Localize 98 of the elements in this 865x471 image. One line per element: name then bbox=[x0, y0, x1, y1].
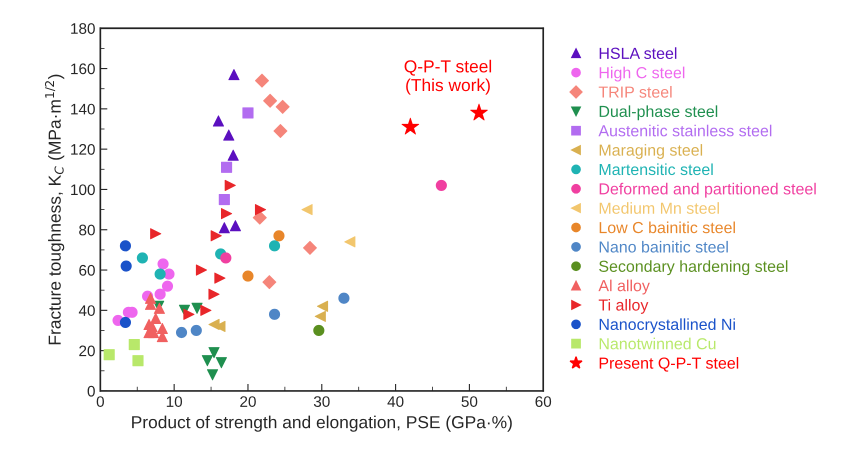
point bbox=[402, 118, 420, 135]
point bbox=[120, 316, 132, 328]
point bbox=[128, 339, 140, 350]
point bbox=[254, 74, 269, 88]
legend-label: Ti alloy bbox=[598, 298, 648, 314]
point bbox=[268, 240, 280, 252]
point bbox=[218, 194, 230, 206]
point bbox=[206, 369, 218, 380]
point bbox=[120, 240, 132, 252]
point bbox=[158, 258, 169, 270]
point bbox=[208, 347, 220, 358]
x-tick-label: 60 bbox=[536, 396, 552, 408]
point bbox=[268, 308, 280, 320]
legend-label: HSLA steel bbox=[600, 47, 676, 59]
point bbox=[212, 115, 224, 127]
point bbox=[196, 264, 208, 276]
x-tick-label: 10 bbox=[166, 396, 182, 408]
point bbox=[276, 100, 290, 114]
legend-label: Nanocrystallined Ni bbox=[600, 318, 735, 334]
point bbox=[154, 288, 166, 300]
point bbox=[216, 357, 227, 368]
legend-label: Austenitic stainless steel bbox=[598, 124, 772, 136]
point bbox=[150, 228, 162, 240]
point bbox=[436, 180, 447, 191]
legend-label: Secondary hardening steel bbox=[599, 260, 788, 276]
point bbox=[242, 270, 254, 282]
point bbox=[154, 268, 166, 280]
legend-label: Nanotwinned Cu bbox=[600, 338, 716, 350]
y-axis-title: Fracture toughness, K$_{C}$ (MPa·m$^{1/2}$) bbox=[44, 74, 64, 344]
y-tick-label: 120 bbox=[71, 144, 95, 155]
legend-label: Low C bainitic steel bbox=[600, 222, 735, 234]
point bbox=[470, 104, 488, 120]
point bbox=[183, 308, 194, 320]
point bbox=[163, 268, 175, 280]
point bbox=[273, 230, 285, 242]
point bbox=[104, 349, 115, 360]
point bbox=[242, 107, 254, 118]
legend-label: Maraging steel bbox=[600, 144, 702, 159]
legend-label: Martensitic steel bbox=[600, 163, 713, 176]
y-tick-label: 180 bbox=[71, 23, 95, 34]
legend-label: TRIP steel bbox=[598, 86, 672, 98]
legend-label: Deformed and partitioned steel bbox=[600, 182, 816, 198]
point bbox=[191, 302, 203, 314]
point bbox=[214, 272, 226, 284]
point bbox=[314, 310, 326, 322]
legend-label: Al alloy bbox=[598, 280, 650, 294]
y-tick-label: 140 bbox=[71, 104, 95, 115]
point bbox=[120, 260, 132, 272]
legend-label: High C steel bbox=[600, 66, 684, 82]
point bbox=[262, 275, 276, 290]
point bbox=[301, 204, 313, 216]
point bbox=[136, 252, 148, 264]
point bbox=[224, 180, 236, 191]
point bbox=[313, 324, 324, 336]
point bbox=[252, 210, 267, 225]
x-axis-title: Product of strength and elongation, PSE (GPa·%) bbox=[132, 416, 512, 432]
point bbox=[220, 208, 232, 220]
point bbox=[230, 220, 241, 232]
y-tick-label: 160 bbox=[71, 63, 95, 74]
point bbox=[338, 292, 350, 304]
point bbox=[220, 252, 232, 264]
point bbox=[190, 324, 202, 336]
legend-label: Medium Mn steel bbox=[600, 202, 719, 214]
y-tick-label: 0 bbox=[88, 386, 95, 397]
point bbox=[150, 312, 162, 324]
point bbox=[254, 204, 266, 216]
point bbox=[202, 355, 213, 366]
legend-label: Dual-phase steel bbox=[600, 105, 718, 120]
point bbox=[176, 326, 188, 338]
point bbox=[156, 322, 168, 334]
x-tick-label: 50 bbox=[462, 396, 478, 408]
point bbox=[344, 236, 356, 248]
point bbox=[228, 150, 239, 161]
point bbox=[302, 240, 317, 255]
x-tick-label: 0 bbox=[96, 396, 104, 408]
point bbox=[132, 355, 144, 366]
point bbox=[228, 69, 240, 80]
point bbox=[200, 304, 212, 316]
x-tick-label: 20 bbox=[240, 396, 256, 408]
point bbox=[210, 230, 222, 242]
y-tick-label: 100 bbox=[71, 184, 95, 196]
point bbox=[218, 222, 230, 234]
point bbox=[263, 94, 278, 108]
y-tick-label: 60 bbox=[79, 264, 95, 276]
point bbox=[223, 129, 234, 141]
y-tick-label: 80 bbox=[79, 224, 95, 236]
point bbox=[220, 162, 232, 173]
y-tick-label: 40 bbox=[78, 305, 95, 316]
point bbox=[162, 280, 174, 292]
point bbox=[273, 124, 288, 138]
y-tick-label: 20 bbox=[79, 346, 95, 356]
x-tick-label: 40 bbox=[387, 396, 404, 408]
legend-label: Nano bainitic steel bbox=[600, 240, 728, 253]
point bbox=[208, 288, 220, 300]
legend-label: Present Q-P-T steel bbox=[600, 357, 738, 372]
x-tick-label: 30 bbox=[314, 396, 330, 408]
annotation: Q-P-T steel (This work) bbox=[404, 60, 492, 95]
point bbox=[316, 300, 328, 312]
